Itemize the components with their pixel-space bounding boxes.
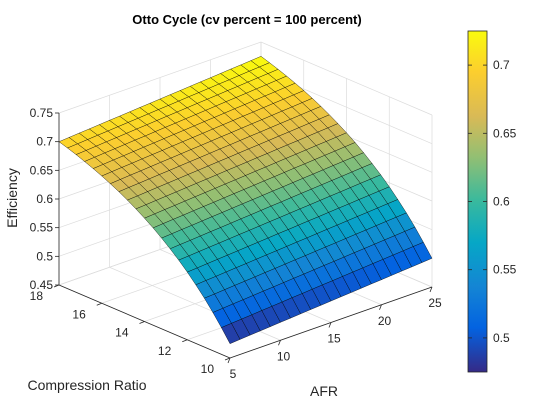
y-axis-label: Compression Ratio: [27, 377, 146, 393]
z-tick-label: 0.7: [36, 135, 53, 149]
x-tick-mark: [379, 304, 382, 310]
x-tick-mark: [429, 286, 433, 293]
colorbar-tick-label: 0.55: [493, 263, 517, 277]
y-tick-label: 10: [201, 362, 215, 376]
z-tick-label: 0.55: [30, 221, 54, 235]
x-tick-mark: [278, 340, 281, 346]
colorbar-tick-label: 0.5: [493, 331, 510, 345]
y-tick-mark: [224, 357, 231, 361]
y-tick-mark: [182, 339, 188, 343]
z-tick-label: 0.6: [36, 192, 53, 206]
x-tick-label: 15: [327, 332, 341, 346]
surface-cell: [412, 242, 433, 263]
x-tick-label: 20: [378, 314, 392, 328]
y-tick-label: 16: [72, 307, 86, 321]
surface-layer: [58, 56, 433, 344]
y-tick-mark: [139, 321, 145, 324]
x-tick-label: 25: [428, 296, 442, 310]
colorbar-tick-label: 0.7: [493, 58, 510, 72]
x-tick-label: 10: [277, 349, 291, 363]
x-tick-label: 5: [230, 367, 237, 381]
x-tick-mark: [328, 322, 332, 328]
colorbar-tick-label: 0.6: [493, 195, 510, 209]
z-tick-label: 0.65: [30, 163, 54, 177]
z-tick-label: 0.45: [30, 278, 54, 292]
x-tick-mark: [227, 357, 231, 364]
colorbar-tick-label: 0.65: [493, 126, 517, 140]
chart-title: Otto Cycle (cv percent = 100 percent): [132, 12, 361, 27]
y-tick-label: 18: [30, 289, 44, 303]
y-tick-mark: [96, 302, 102, 306]
z-axis-label: Efficiency: [4, 168, 20, 228]
x-axis-label: AFR: [310, 383, 338, 399]
y-tick-label: 14: [115, 326, 129, 340]
axes-layer: 5 10 15 20 25 10 12 14 16 180.45 0.5 0.55 0.6 0.65 0.7…: [30, 106, 442, 381]
z-tick-label: 0.5: [36, 249, 53, 263]
z-tick-label: 0.75: [30, 106, 54, 120]
y-tick-label: 12: [158, 344, 172, 358]
colorbar-ticks: 0.5 0.55 0.6 0.65 0.7: [468, 58, 517, 345]
